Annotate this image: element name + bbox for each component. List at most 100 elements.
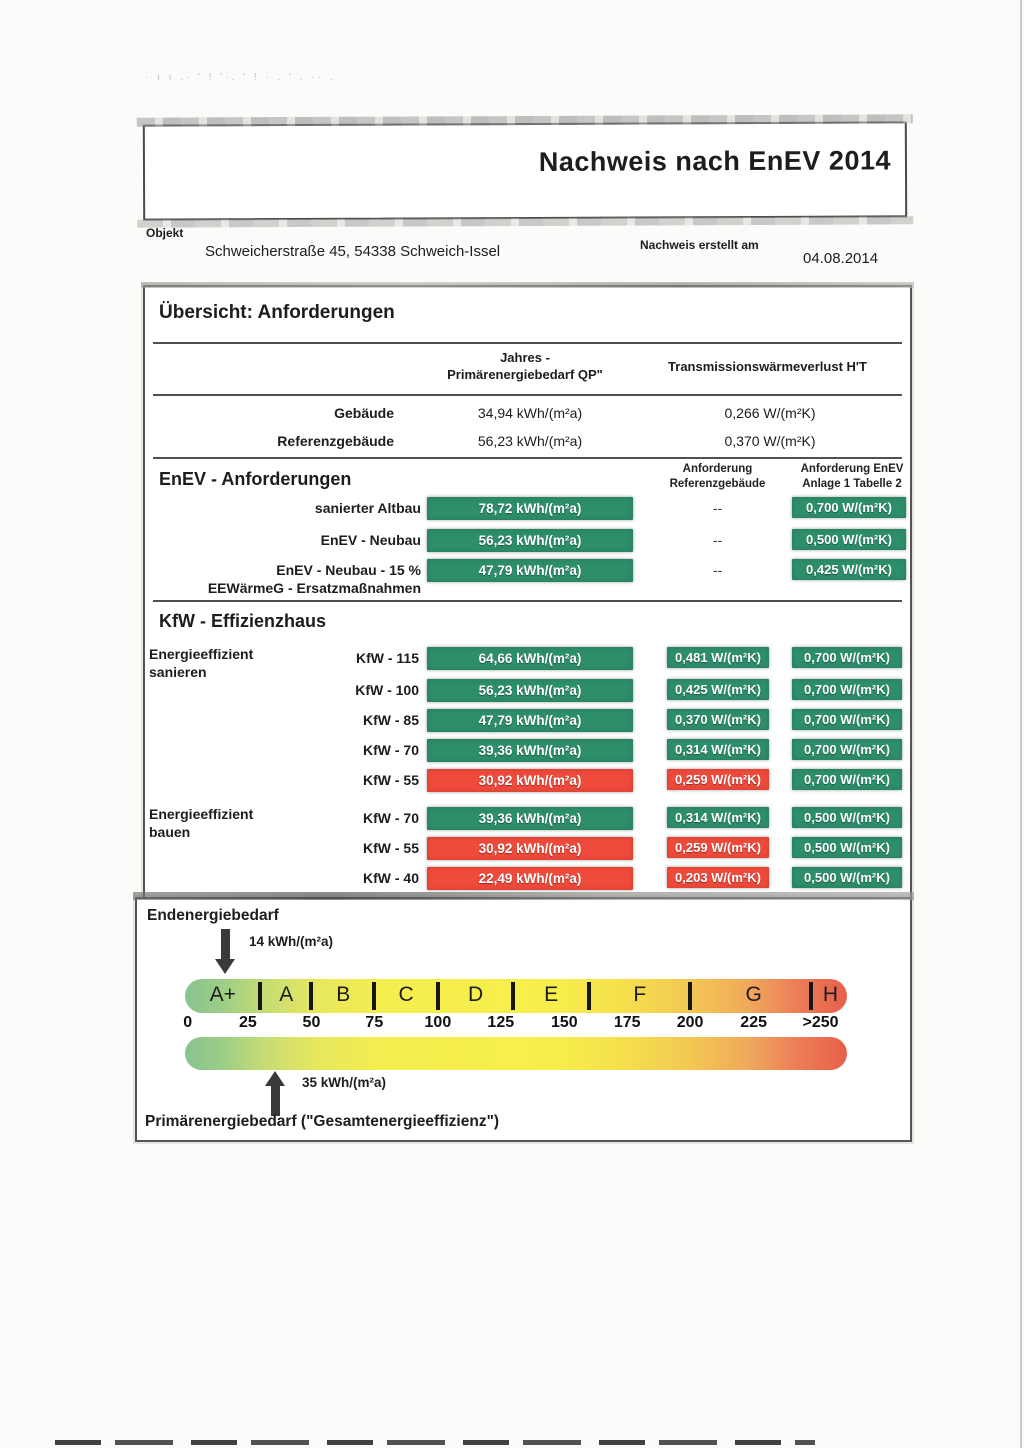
arrow-down-icon [215, 929, 235, 974]
table-row: KfW - 70 39,36 kWh/(m²a) 0,314 W/(m²K) 0… [145, 739, 910, 765]
axis-tick-label: 100 [424, 1014, 452, 1031]
ref-dash: -- [712, 500, 723, 516]
qp-value-bar: 22,49 kWh/(m²a) [427, 867, 633, 890]
table-row: KfW - 100 56,23 kWh/(m²a) 0,425 W/(m²K) … [145, 679, 910, 705]
created-on-label: Nachweis erstellt am [640, 238, 759, 252]
ht-anlage-badge: 0,700 W/(m²K) [792, 709, 902, 730]
kfw-label: KfW - 55 [363, 840, 419, 856]
ht-ref-badge: 0,314 W/(m²K) [667, 807, 769, 828]
row-label: Referenzgebäude [277, 433, 394, 449]
ht-anlage-badge: 0,425 W/(m²K) [792, 559, 906, 580]
qp-value-bar: 56,23 kWh/(m²a) [427, 529, 633, 552]
column-header-ht: Transmissionswärmeverlust H'T [668, 359, 867, 374]
requirements-box: Übersicht: Anforderungen Jahres - Primär… [141, 282, 914, 899]
title-box: Nachweis nach EnEV 2014 [142, 121, 908, 221]
kfw-label: KfW - 70 [363, 742, 419, 758]
axis-tick-label: 25 [238, 1014, 257, 1031]
axis-tick-label: 75 [365, 1014, 384, 1031]
divider [153, 342, 902, 344]
created-on-date: 04.08.2014 [803, 250, 879, 267]
table-row: KfW - 70 39,36 kWh/(m²a) 0,314 W/(m²K) 0… [145, 807, 910, 833]
divider [153, 600, 902, 602]
row-label: EnEV - Neubau - 15 % [276, 562, 421, 578]
scan-artifact-text: · ı ı .· ' ! '·. ' ! · . ' . ·· . [145, 72, 336, 83]
ht-ref-badge: 0,259 W/(m²K) [667, 837, 769, 858]
qp-value-bar: 30,92 kWh/(m²a) [427, 837, 633, 860]
qp-value-bar: 39,36 kWh/(m²a) [427, 807, 633, 830]
enev-header-anlage: Anforderung EnEV Anlage 1 Tabelle 2 [800, 463, 904, 490]
ht-anlage-badge: 0,700 W/(m²K) [792, 769, 902, 790]
group-label-bauen: Energieeffizient bauen [149, 806, 254, 840]
energy-class-scale: A+ A B C D E F G H [185, 979, 847, 1013]
class-label: G [745, 983, 762, 1006]
objekt-address: Schweicherstraße 45, 54338 Schweich-Isse… [205, 243, 501, 260]
table-row: KfW - 55 30,92 kWh/(m²a) 0,259 W/(m²K) 0… [145, 769, 910, 795]
class-label: C [398, 983, 414, 1006]
scale-tick [808, 982, 813, 1010]
ref-dash: -- [712, 562, 723, 578]
scale-tick [372, 982, 377, 1010]
primaerenergie-footer: Primärenergiebedarf ("Gesamtenergieeffiz… [145, 1113, 500, 1130]
primaerenergie-value: 35 kWh/(m²a) [302, 1075, 387, 1090]
scale-tick [587, 982, 592, 1010]
qp-value-bar: 56,23 kWh/(m²a) [427, 679, 633, 702]
column-header-qp: Jahres - Primärenergiebedarf QP" [447, 350, 603, 382]
table-row: EnEV - Neubau - 15 % EEWärmeG - Ersatzma… [145, 559, 910, 596]
ref-dash: -- [712, 532, 723, 548]
qp-value-bar: 64,66 kWh/(m²a) [427, 647, 633, 670]
scale-tick [688, 982, 693, 1010]
divider [153, 457, 902, 459]
qp-value-bar: 30,92 kWh/(m²a) [427, 769, 633, 792]
qp-value-bar: 47,79 kWh/(m²a) [427, 559, 633, 582]
ht-value: 0,266 W/(m²K) [724, 405, 816, 421]
kfw-label: KfW - 85 [363, 712, 419, 728]
ht-anlage-badge: 0,700 W/(m²K) [792, 647, 902, 668]
table-row: sanierter Altbau 78,72 kWh/(m²a) -- 0,70… [145, 497, 910, 523]
page-title: Nachweis nach EnEV 2014 [538, 145, 892, 177]
row-label-line2: EEWärmeG - Ersatzmaßnahmen [207, 580, 421, 596]
scan-bottom-line [55, 1440, 815, 1445]
axis-tick-label: 125 [487, 1014, 515, 1031]
axis-tick-label: 200 [676, 1014, 704, 1031]
section-title-enev: EnEV - Anforderungen [159, 469, 352, 489]
table-row: KfW - 115 64,66 kWh/(m²a) 0,481 W/(m²K) … [145, 647, 910, 673]
endenergie-box: Endenergiebedarf 14 kWh/(m²a) A+ A B C D… [133, 892, 914, 1142]
primary-energy-scale [185, 1037, 847, 1070]
qp-value: 34,94 kWh/(m²a) [477, 405, 583, 421]
qp-value-bar: 39,36 kWh/(m²a) [427, 739, 633, 762]
class-label: A [279, 983, 294, 1006]
scale-tick [309, 982, 314, 1010]
section-title-kfw: KfW - Effizienzhaus [159, 611, 326, 631]
arrow-up-icon [265, 1071, 285, 1116]
qp-value: 56,23 kWh/(m²a) [477, 433, 583, 449]
ht-anlage-badge: 0,700 W/(m²K) [792, 497, 906, 518]
qp-value-bar: 47,79 kWh/(m²a) [427, 709, 633, 732]
page-edge-line [1020, 0, 1022, 1448]
row-label: Gebäude [334, 405, 394, 421]
ht-ref-badge: 0,481 W/(m²K) [667, 647, 769, 668]
axis-tick-label: 150 [550, 1014, 578, 1031]
ht-anlage-badge: 0,700 W/(m²K) [792, 739, 902, 760]
kfw-label: KfW - 70 [363, 810, 419, 826]
class-label: F [633, 983, 647, 1006]
divider [153, 394, 902, 396]
ht-value: 0,370 W/(m²K) [724, 433, 816, 449]
ht-anlage-badge: 0,700 W/(m²K) [792, 679, 902, 700]
scale-tick [435, 982, 440, 1010]
section-title-uebersicht: Übersicht: Anforderungen [159, 302, 395, 323]
scale-tick [258, 982, 263, 1010]
scale-axis: 0 25 50 75 100 125 150 175 200 225 >250 [183, 1014, 847, 1034]
ht-ref-badge: 0,370 W/(m²K) [667, 709, 769, 730]
row-label: sanierter Altbau [314, 500, 421, 516]
qp-value-bar: 78,72 kWh/(m²a) [427, 497, 633, 520]
ht-ref-badge: 0,203 W/(m²K) [667, 867, 769, 888]
axis-tick-label: 50 [302, 1014, 321, 1031]
ht-anlage-badge: 0,500 W/(m²K) [792, 867, 902, 888]
ht-ref-badge: 0,425 W/(m²K) [667, 679, 769, 700]
table-row: KfW - 55 30,92 kWh/(m²a) 0,259 W/(m²K) 0… [145, 837, 910, 863]
class-label: D [468, 983, 484, 1006]
table-row: EnEV - Neubau 56,23 kWh/(m²a) -- 0,500 W… [145, 529, 910, 555]
enev-header-ref: Anforderung Referenzgebäude [669, 463, 766, 490]
ht-anlage-badge: 0,500 W/(m²K) [792, 837, 902, 858]
axis-tick-label: 225 [740, 1014, 768, 1031]
